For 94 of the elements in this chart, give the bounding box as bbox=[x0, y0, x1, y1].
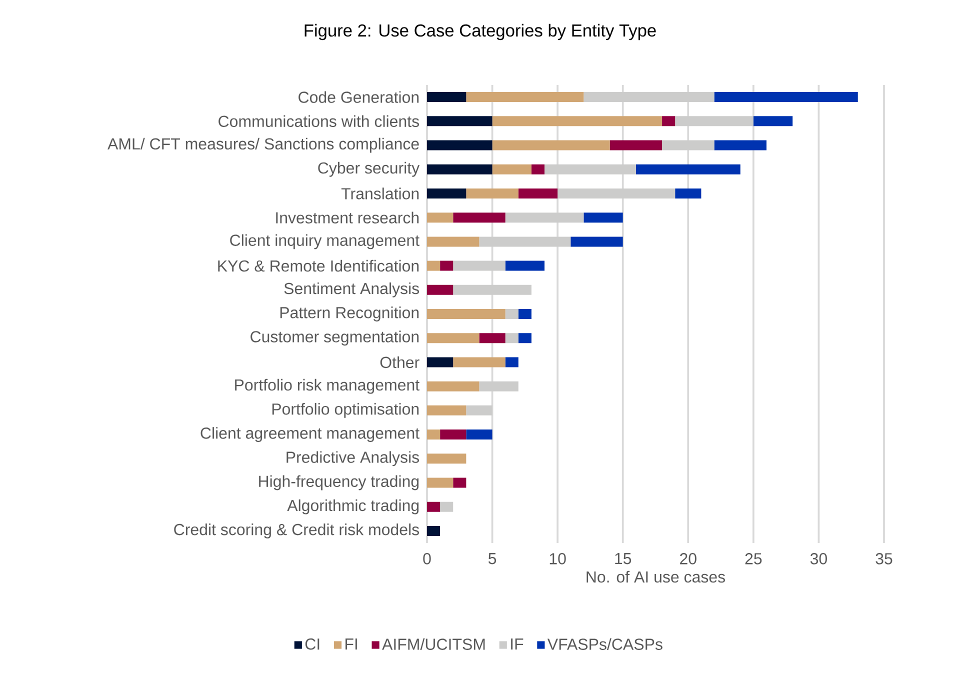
bar bbox=[427, 212, 454, 223]
bar bbox=[453, 260, 506, 271]
x-tick-label: 10 bbox=[550, 553, 566, 564]
y-tick-label: Credit scoring & Credit risk models bbox=[174, 524, 420, 538]
x-tick-label: 15 bbox=[615, 553, 632, 564]
bar bbox=[492, 140, 610, 150]
bar bbox=[610, 140, 662, 150]
bar bbox=[427, 164, 492, 174]
y-tick-label: Client agreement management bbox=[200, 427, 420, 442]
bar bbox=[492, 116, 662, 126]
x-tick-label: 20 bbox=[680, 553, 696, 564]
x-tick-label: 5 bbox=[488, 553, 496, 564]
y-tick-label: Investment research bbox=[276, 212, 419, 224]
legend-label: FI bbox=[346, 638, 357, 650]
legend-label: IF bbox=[511, 638, 524, 650]
bar bbox=[427, 357, 454, 368]
y-tick-label: Pattern Recognition bbox=[280, 306, 419, 322]
bar bbox=[479, 236, 571, 247]
bar bbox=[466, 430, 492, 440]
bar bbox=[636, 164, 740, 174]
y-tick-label: Translation bbox=[341, 188, 419, 200]
legend-label: VFASPs/CASPs bbox=[547, 638, 662, 650]
bar bbox=[427, 236, 480, 247]
bar bbox=[440, 430, 466, 440]
bar bbox=[505, 212, 584, 223]
bar bbox=[675, 188, 702, 198]
bar bbox=[427, 502, 440, 512]
bar bbox=[675, 116, 754, 126]
bar bbox=[479, 381, 518, 392]
bar bbox=[662, 140, 714, 150]
bar bbox=[427, 284, 454, 295]
y-tick-label: High-frequency trading bbox=[259, 475, 419, 490]
bar bbox=[531, 164, 545, 174]
bar bbox=[505, 260, 545, 271]
x-axis-title: No. of AI use cases bbox=[586, 570, 726, 583]
bar bbox=[505, 357, 518, 368]
bar bbox=[584, 92, 714, 102]
bar bbox=[453, 284, 532, 295]
bar bbox=[427, 526, 440, 536]
bar bbox=[466, 188, 518, 198]
bar bbox=[544, 164, 636, 174]
bar bbox=[714, 92, 858, 102]
y-tick-label: Algorithmic trading bbox=[287, 499, 419, 514]
bar bbox=[518, 309, 532, 320]
chart-title: Figure 2: Use Case Categories by Entity Type bbox=[304, 24, 656, 40]
bar bbox=[427, 405, 466, 416]
bar bbox=[505, 333, 518, 344]
legend-label: AIFM/UCITSM bbox=[382, 638, 485, 650]
bar bbox=[479, 333, 506, 344]
x-tick-label: 25 bbox=[745, 553, 762, 564]
bar bbox=[427, 333, 480, 344]
legend-label: CI bbox=[305, 638, 320, 650]
bar bbox=[466, 405, 492, 416]
y-tick-label: Communications with clients bbox=[218, 115, 419, 128]
x-tick-label: 0 bbox=[423, 553, 431, 564]
bar bbox=[427, 309, 506, 320]
y-tick-label: KYC & Remote Identification bbox=[218, 260, 419, 272]
bar bbox=[427, 140, 492, 150]
bar bbox=[558, 188, 676, 198]
bar bbox=[453, 478, 466, 488]
bar bbox=[714, 140, 766, 150]
bar bbox=[427, 188, 466, 198]
bar bbox=[427, 260, 440, 271]
bar bbox=[427, 430, 440, 440]
y-tick-label: Portfolio risk management bbox=[235, 378, 420, 394]
bar bbox=[427, 92, 466, 102]
y-tick-label: Sentiment Analysis bbox=[284, 282, 420, 298]
y-tick-label: Customer segmentation bbox=[250, 330, 419, 346]
bar bbox=[453, 357, 506, 368]
bar bbox=[453, 212, 506, 223]
y-tick-label: Predictive Analysis bbox=[286, 451, 420, 466]
bar bbox=[466, 92, 584, 102]
bar bbox=[440, 260, 454, 271]
x-tick-label: 35 bbox=[876, 553, 892, 564]
bar bbox=[753, 116, 793, 126]
bar bbox=[427, 116, 492, 126]
bar bbox=[505, 309, 518, 320]
bar bbox=[518, 188, 558, 198]
y-tick-label: Portfolio optimisation bbox=[272, 402, 419, 418]
y-tick-label: Code Generation bbox=[298, 91, 419, 103]
bar bbox=[427, 381, 480, 392]
y-tick-label: Other bbox=[380, 356, 420, 368]
y-tick-label: Cyber security bbox=[318, 162, 420, 177]
bar bbox=[492, 164, 532, 174]
bar bbox=[662, 116, 676, 126]
bar bbox=[584, 212, 623, 223]
y-tick-label: AML/ CFT measures/ Sanctions compliance bbox=[108, 138, 419, 153]
y-tick-label: Client inquiry management bbox=[230, 234, 420, 250]
bar bbox=[427, 454, 466, 464]
bar bbox=[440, 502, 454, 512]
x-tick-label: 30 bbox=[810, 553, 827, 564]
bar bbox=[518, 333, 532, 344]
bar bbox=[570, 236, 623, 247]
bar bbox=[427, 478, 454, 488]
